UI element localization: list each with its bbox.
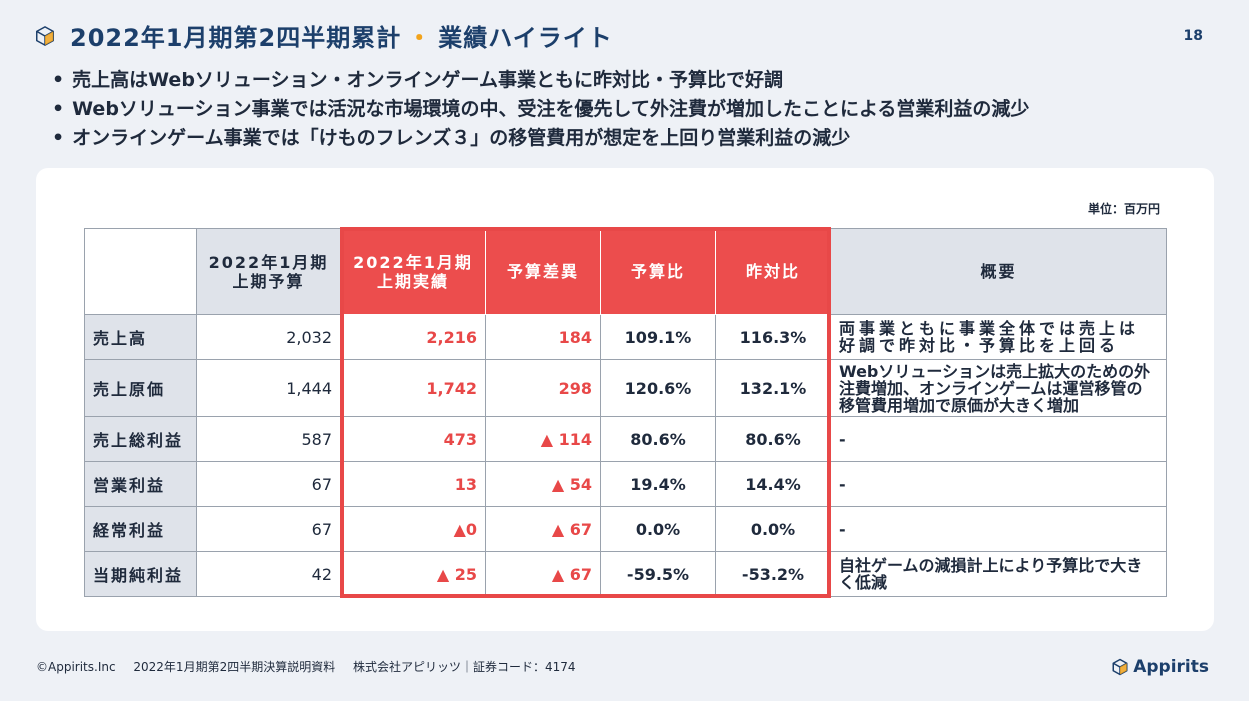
- row-label: 当期純利益: [84, 551, 197, 597]
- header-budget: 2022年1月期 上期予算: [196, 228, 341, 315]
- header-actual: 2022年1月期 上期実績: [340, 228, 486, 315]
- actual-cell: ▲ 25: [340, 551, 486, 597]
- budget-ratio-cell: 109.1%: [600, 314, 716, 360]
- header-blank-cell: [84, 228, 197, 315]
- budget-ratio-cell: -59.5%: [600, 551, 716, 597]
- table-row: 経常利益 67 ▲0 ▲ 67 0.0% 0.0% -: [84, 506, 1167, 552]
- diff-cell: 298: [485, 359, 601, 417]
- budget-cell: 42: [196, 551, 341, 597]
- row-label: 売上高: [84, 314, 197, 360]
- summary-cell: Webソリューションは売上拡大のための外注費増加、オンラインゲームは運営移管の移…: [830, 359, 1167, 417]
- summary-cell: -: [830, 416, 1167, 462]
- row-label: 経常利益: [84, 506, 197, 552]
- row-label: 営業利益: [84, 461, 197, 507]
- yoy-cell: 80.6%: [715, 416, 831, 462]
- budget-ratio-cell: 120.6%: [600, 359, 716, 417]
- row-label: 売上総利益: [84, 416, 197, 462]
- table-row: 売上高 2,032 2,216 184 109.1% 116.3% 両事業ともに…: [84, 314, 1167, 360]
- budget-cell: 67: [196, 506, 341, 552]
- footer: ©Appirits.Inc 2022年1月期第2四半期決算説明資料 株式会社アピ…: [36, 658, 590, 675]
- header-budget-ratio: 予算比: [600, 228, 716, 315]
- header-diff: 予算差異: [485, 228, 601, 315]
- footer-company: 株式会社アピリッツ｜証券コード：4174: [353, 660, 576, 674]
- budget-ratio-cell: 19.4%: [600, 461, 716, 507]
- diff-cell: ▲ 54: [485, 461, 601, 507]
- bullet-list: 売上高はWebソリューション・オンラインゲーム事業ともに昨対比・予算比で好調 W…: [52, 66, 1029, 153]
- budget-cell: 1,444: [196, 359, 341, 417]
- actual-cell: 1,742: [340, 359, 486, 417]
- title-separator: ・: [407, 24, 433, 52]
- unit-label: 単位：百万円: [1087, 202, 1160, 216]
- brand-name: Appirits: [1133, 657, 1209, 677]
- table-row: 売上原価 1,444 1,742 298 120.6% 132.1% Webソリ…: [84, 359, 1167, 417]
- page-number: 18: [1183, 28, 1203, 44]
- budget-cell: 67: [196, 461, 341, 507]
- summary-cell: 両事業ともに事業全体では売上は好調で昨対比・予算比を上回る: [830, 314, 1167, 360]
- actual-cell: 13: [340, 461, 486, 507]
- diff-cell: ▲ 114: [485, 416, 601, 462]
- footer-copyright: ©Appirits.Inc: [36, 660, 116, 674]
- brand-logo: Appirits: [1111, 657, 1209, 677]
- yoy-cell: 14.4%: [715, 461, 831, 507]
- title-sub: 業績ハイライト: [438, 24, 613, 52]
- actual-cell: 2,216: [340, 314, 486, 360]
- budget-cell: 587: [196, 416, 341, 462]
- title-main: 2022年1月期第2四半期累計: [70, 24, 402, 52]
- footer-document: 2022年1月期第2四半期決算説明資料: [133, 660, 336, 674]
- budget-ratio-cell: 0.0%: [600, 506, 716, 552]
- yoy-cell: -53.2%: [715, 551, 831, 597]
- table-row: 売上総利益 587 473 ▲ 114 80.6% 80.6% -: [84, 416, 1167, 462]
- table-card: 単位：百万円 2022年1月期 上期予算 2022年1月期 上期実績 予算差異 予算…: [36, 168, 1214, 631]
- header-summary: 概要: [830, 228, 1167, 315]
- budget-cell: 2,032: [196, 314, 341, 360]
- slide-header: 2022年1月期第2四半期累計・業績ハイライト: [34, 18, 613, 53]
- diff-cell: ▲ 67: [485, 506, 601, 552]
- bullet-item: Webソリューション事業では活況な市場環境の中、受注を優先して外注費が増加したこ…: [52, 95, 1029, 124]
- table-header-row: 2022年1月期 上期予算 2022年1月期 上期実績 予算差異 予算比 昨対比 概…: [84, 228, 1167, 315]
- row-label: 売上原価: [84, 359, 197, 417]
- yoy-cell: 0.0%: [715, 506, 831, 552]
- yoy-cell: 132.1%: [715, 359, 831, 417]
- yoy-cell: 116.3%: [715, 314, 831, 360]
- actual-cell: 473: [340, 416, 486, 462]
- summary-cell: 自社ゲームの減損計上により予算比で大きく低減: [830, 551, 1167, 597]
- bullet-item: オンラインゲーム事業では「けものフレンズ３」の移管費用が想定を上回り営業利益の減…: [52, 124, 1029, 153]
- summary-cell: -: [830, 461, 1167, 507]
- cube-icon: [1112, 658, 1128, 676]
- financial-table: 2022年1月期 上期予算 2022年1月期 上期実績 予算差異 予算比 昨対比 概…: [84, 228, 1167, 597]
- table-row: 営業利益 67 13 ▲ 54 19.4% 14.4% -: [84, 461, 1167, 507]
- summary-cell: -: [830, 506, 1167, 552]
- table-row: 当期純利益 42 ▲ 25 ▲ 67 -59.5% -53.2% 自社ゲームの減…: [84, 551, 1167, 597]
- bullet-item: 売上高はWebソリューション・オンラインゲーム事業ともに昨対比・予算比で好調: [52, 66, 1029, 95]
- actual-cell: ▲0: [340, 506, 486, 552]
- header-yoy: 昨対比: [715, 228, 831, 315]
- budget-ratio-cell: 80.6%: [600, 416, 716, 462]
- diff-cell: ▲ 67: [485, 551, 601, 597]
- cube-icon: [36, 25, 54, 46]
- page-title: 2022年1月期第2四半期累計・業績ハイライト: [70, 18, 613, 53]
- diff-cell: 184: [485, 314, 601, 360]
